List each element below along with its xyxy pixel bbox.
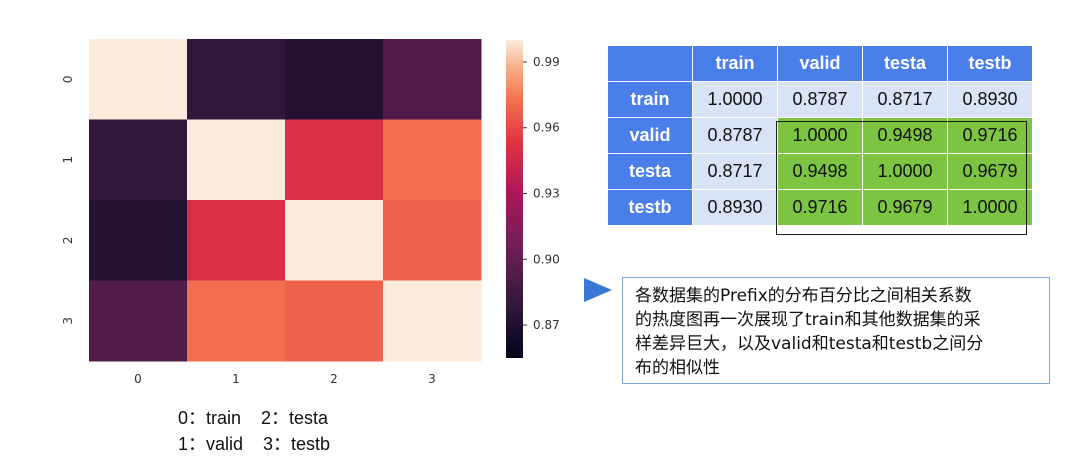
colorbar-tick-label: 0.99 [533,55,560,69]
heatmap-cell [285,200,384,281]
heatmap-chart: 0 1 2 3 0 1 2 3 0.87 0.90 0.93 0.96 0.99 [61,39,560,386]
heatmap-cell [285,119,384,201]
colorbar-tick-label: 0.93 [533,187,560,201]
heatmap-cell [285,280,384,362]
highlighted-cell: 0.9716 [947,117,1033,154]
colorbar [506,40,523,358]
highlighted-cell: 1.0000 [947,189,1033,226]
heatmap-cell [187,119,286,201]
highlighted-cell: 0.9679 [947,153,1033,190]
x-tick-label: 2 [330,372,338,386]
column-header: testa [862,45,948,82]
heatmap-cell [187,200,286,281]
highlighted-cell: 1.0000 [862,153,948,190]
colorbar-tick-label: 0.90 [533,252,560,266]
heatmap-cell [383,200,482,281]
note-line: 样差异巨大，以及valid和testa和testb之间分 [635,334,984,354]
highlighted-cell: 0.9679 [862,189,948,226]
triangle-right-icon [584,278,612,302]
table-row: train 1.0000 0.8787 0.8717 0.8930 [607,81,1033,118]
table-cell: 0.8930 [692,189,778,226]
table-corner [607,45,693,82]
note-line: 布的相似性 [635,358,720,378]
table-header-row: train valid testa testb [607,45,1033,82]
note-line: 各数据集的Prefix的分布百分比之间相关系数 [635,286,972,306]
row-header: testa [607,153,693,190]
table-cell: 0.8930 [947,81,1033,118]
note-line: 的热度图再一次展现了train和其他数据集的采 [635,310,981,330]
row-header: testb [607,189,693,226]
column-header: valid [777,45,863,82]
heatmap-cell [187,39,286,120]
heatmap-cell [89,200,188,281]
column-header: train [692,45,778,82]
x-tick-label: 1 [232,372,240,386]
column-header: testb [947,45,1033,82]
heatmap-cell [383,119,482,201]
index-legend-line-1: 0：train 2：testa [178,408,329,428]
heatmap-cell [383,39,482,120]
correlation-table: train valid testa testb train 1.0000 0.8… [607,45,1033,226]
note-box: 各数据集的Prefix的分布百分比之间相关系数 的热度图再一次展现了train和… [622,277,1050,384]
table-cell: 0.8787 [777,81,863,118]
heatmap-cell [89,39,188,120]
table-cell: 0.8717 [692,153,778,190]
y-axis-ticks: 0 1 2 3 [61,75,75,324]
x-axis-ticks: 0 1 2 3 [134,372,436,386]
colorbar-ticks: 0.87 0.90 0.93 0.96 0.99 [523,55,560,332]
y-tick-label: 1 [61,156,75,164]
highlighted-cell: 0.9498 [777,153,863,190]
row-header: valid [607,117,693,154]
table-cell: 0.8717 [862,81,948,118]
highlighted-cell: 0.9716 [777,189,863,226]
colorbar-tick-label: 0.87 [533,318,560,332]
table-row: testb 0.8930 0.9716 0.9679 1.0000 [607,189,1033,226]
heatmap-cell [285,39,384,120]
highlighted-cell: 1.0000 [777,117,863,154]
table-cell: 0.8787 [692,117,778,154]
colorbar-tick-label: 0.96 [533,121,560,135]
x-tick-label: 3 [428,372,436,386]
table-row: valid 0.8787 1.0000 0.9498 0.9716 [607,117,1033,154]
y-tick-label: 3 [61,317,75,325]
table-cell: 1.0000 [692,81,778,118]
heatmap-cells [89,39,482,362]
highlighted-cell: 0.9498 [862,117,948,154]
table-row: testa 0.8717 0.9498 1.0000 0.9679 [607,153,1033,190]
index-legend-line-2: 1：valid 3：testb [178,434,331,454]
heatmap-cell [89,119,188,201]
heatmap-cell [89,280,188,362]
y-tick-label: 0 [61,75,75,83]
x-tick-label: 0 [134,372,142,386]
row-header: train [607,81,693,118]
y-tick-label: 2 [61,236,75,244]
heatmap-cell [383,280,482,362]
heatmap-cell [187,280,286,362]
